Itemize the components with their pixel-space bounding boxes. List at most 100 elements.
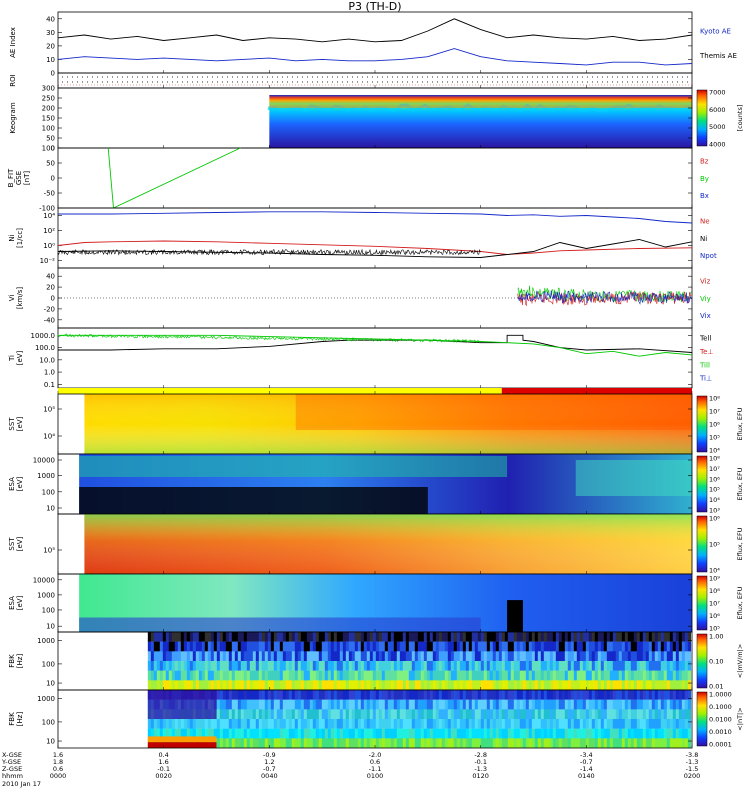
fbk-scm1-cell	[342, 719, 347, 729]
velocity-ylabel: [km/s]	[16, 287, 24, 310]
fbk-edc12-cell	[294, 670, 299, 681]
xaxis-row-label-0: X-GSE	[2, 751, 22, 759]
fbk-edc12-cell	[579, 632, 584, 642]
fbk-edc12-cell	[159, 661, 164, 671]
fbk-scm1-cell	[546, 738, 551, 749]
fbk-edc12-cell	[183, 680, 188, 691]
fbk-scm1-cell	[216, 709, 221, 720]
fbk-edc12-cell	[636, 641, 641, 652]
fbk-edc12-cell	[198, 641, 203, 652]
temp-tick-label: 1000.0	[31, 332, 56, 340]
fbk-scm1-cell	[327, 699, 332, 710]
fbk-scm1-cell	[249, 690, 254, 700]
fbk-scm1-cell	[687, 719, 692, 729]
fbk-scm1-cell	[444, 738, 449, 749]
fbk-scm1-cell	[531, 719, 536, 729]
fbk-edc12-cell	[492, 632, 497, 642]
fbk-edc12-cell	[603, 661, 608, 671]
fbk-edc12-cell	[282, 661, 287, 671]
fbk-edc12-cell	[315, 680, 320, 691]
fbk-scm1-cell	[234, 728, 239, 739]
fbk-scm1-cell	[285, 738, 290, 749]
fbk-scm1-cell	[498, 709, 503, 720]
fbk-scm1-cell	[507, 719, 512, 729]
fbk-edc12-cell	[585, 632, 590, 642]
fbk-edc12-cell	[630, 670, 635, 681]
fbk-edc12-cell	[171, 632, 176, 642]
fbk-edc12-cell	[669, 680, 674, 691]
fbk-scm1-cell	[546, 719, 551, 729]
fbk-edc12-cell	[507, 670, 512, 681]
fbk-scm1-cell	[498, 719, 503, 729]
fbk-scm1-cell	[618, 738, 623, 749]
fbk-edc12-cell	[282, 670, 287, 681]
fbk-scm1-cell	[357, 728, 362, 739]
fbk-edc12-cell	[378, 651, 383, 662]
fbk-edc12-cell	[390, 680, 395, 691]
fbk-edc12-cell	[246, 651, 251, 662]
fbk-edc12-cell	[681, 641, 686, 652]
fbk-edc12-cell	[210, 670, 215, 681]
fbk-edc12-cell	[441, 661, 446, 671]
fbk-scm1-cell	[360, 709, 365, 720]
fbk-scm1-cell	[618, 719, 623, 729]
fbk-scm1-cell	[420, 728, 425, 739]
fbk-edc12-cell	[495, 661, 500, 671]
fbk-scm1-cell	[294, 719, 299, 729]
fbk-edc12-cell	[321, 680, 326, 691]
fbk-edc12-cell	[189, 661, 194, 671]
fbk-scm1-cell	[573, 738, 578, 749]
fbk-edc12-cell	[624, 641, 629, 652]
fbk-scm1-cell	[411, 738, 416, 749]
fbk-edc12-cell	[258, 670, 263, 681]
fbk-edc12-cell	[267, 680, 272, 691]
fbk-edc12-cell	[477, 632, 482, 642]
fbk-scm1-cell	[528, 719, 533, 729]
fbk-edc12-cell	[543, 670, 548, 681]
fbk-scm1-cell	[363, 699, 368, 710]
fbk-scm1-cell	[354, 738, 359, 749]
fbk-edc12-cell	[531, 641, 536, 652]
fbk-edc12-cell	[561, 661, 566, 671]
fbk-scm1-cell	[597, 699, 602, 710]
fbk-scm1-cell	[375, 699, 380, 710]
fbk-scm1-cell	[564, 738, 569, 749]
fbk-scm1-cell	[222, 719, 227, 729]
fbk-edc12-cell	[207, 632, 212, 642]
fbk-edc12-cell	[462, 670, 467, 681]
fbk-edc12-cell	[246, 670, 251, 681]
fbk-scm1-cell	[294, 699, 299, 710]
fbk-scm1-cell	[390, 699, 395, 710]
fbk-scm1-cell	[561, 690, 566, 700]
fbk-edc12-cell	[207, 661, 212, 671]
fbk-scm1-orange	[147, 736, 217, 743]
esa-elec-colorbar	[696, 575, 708, 631]
fbk-scm1-cell	[594, 690, 599, 700]
fbk-scm1-cell	[618, 728, 623, 739]
fbk-scm1-cell	[345, 728, 350, 739]
velocity-legend-2: Vix	[700, 312, 711, 320]
fbk-edc12-cell	[579, 680, 584, 691]
fbk-scm1-cell	[426, 709, 431, 720]
fbk-edc12-cell	[525, 661, 530, 671]
fbk-scm1-cell	[270, 690, 275, 700]
fbk-scm1-cell	[315, 699, 320, 710]
fbk-edc12-cell	[312, 670, 317, 681]
fbk-edc12-cell	[648, 670, 653, 681]
fbk-edc12-cell	[627, 641, 632, 652]
density-tick-label: 10²	[43, 227, 55, 235]
fbk-scm1-cell	[450, 738, 455, 749]
fbk-scm1-cell	[315, 738, 320, 749]
fbk-edc12-cell	[546, 632, 551, 642]
sst-ion-shade	[84, 394, 692, 454]
velocity-legend-0: Viz	[700, 278, 711, 286]
fbk-edc12-cell	[273, 661, 278, 671]
fbk-scm1-cell	[591, 719, 596, 729]
fbk-edc12-cell	[384, 680, 389, 691]
esa-ion-tick-label: 1000	[37, 472, 55, 480]
fbk-scm1-cell	[390, 728, 395, 739]
fbk-scm1-cell	[666, 699, 671, 710]
fbk-edc12-cell	[462, 641, 467, 652]
fbk-scm1-cell	[420, 690, 425, 700]
fbk-edc12-cell	[471, 641, 476, 652]
